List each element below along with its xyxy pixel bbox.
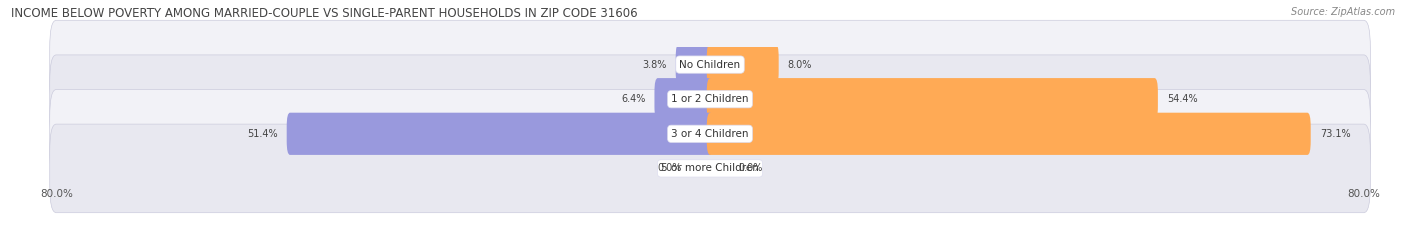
Text: 73.1%: 73.1% (1320, 129, 1350, 139)
Text: 8.0%: 8.0% (787, 60, 813, 70)
Text: No Children: No Children (679, 60, 741, 70)
Text: 54.4%: 54.4% (1167, 94, 1198, 104)
Text: 3.8%: 3.8% (643, 60, 666, 70)
Text: 6.4%: 6.4% (621, 94, 645, 104)
FancyBboxPatch shape (707, 113, 1310, 155)
Text: 1 or 2 Children: 1 or 2 Children (671, 94, 749, 104)
Text: 0.0%: 0.0% (657, 163, 682, 173)
Text: INCOME BELOW POVERTY AMONG MARRIED-COUPLE VS SINGLE-PARENT HOUSEHOLDS IN ZIP COD: INCOME BELOW POVERTY AMONG MARRIED-COUPL… (11, 7, 638, 20)
Text: 51.4%: 51.4% (247, 129, 278, 139)
FancyBboxPatch shape (49, 89, 1371, 178)
FancyBboxPatch shape (49, 55, 1371, 144)
FancyBboxPatch shape (707, 78, 1159, 120)
FancyBboxPatch shape (49, 20, 1371, 109)
Text: 5 or more Children: 5 or more Children (661, 163, 759, 173)
FancyBboxPatch shape (287, 113, 713, 155)
FancyBboxPatch shape (676, 44, 713, 86)
Text: 0.0%: 0.0% (738, 163, 763, 173)
FancyBboxPatch shape (49, 124, 1371, 213)
FancyBboxPatch shape (707, 44, 779, 86)
FancyBboxPatch shape (654, 78, 713, 120)
Text: Source: ZipAtlas.com: Source: ZipAtlas.com (1291, 7, 1395, 17)
Text: 3 or 4 Children: 3 or 4 Children (671, 129, 749, 139)
